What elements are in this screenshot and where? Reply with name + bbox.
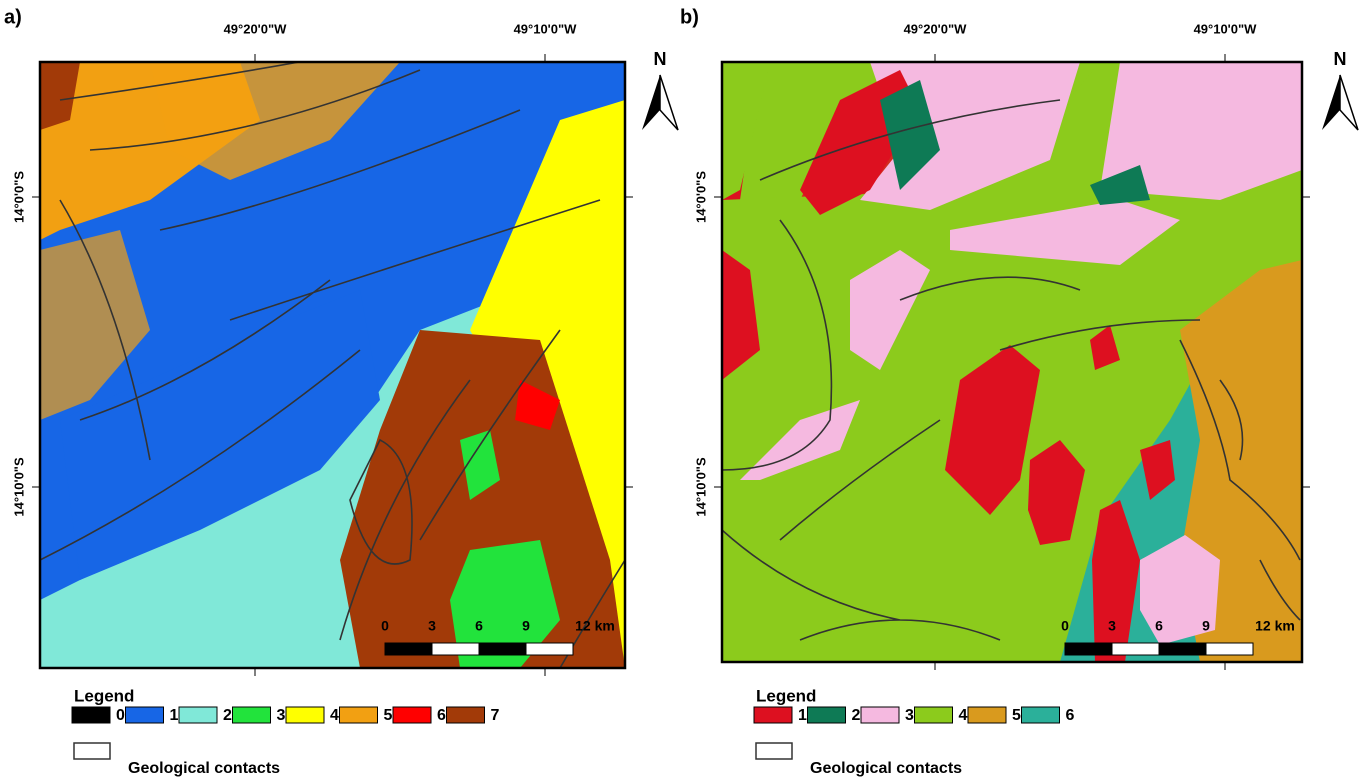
legend-label: 2 bbox=[223, 707, 232, 724]
scale-label: 9 bbox=[522, 618, 530, 634]
legend-title: Legend bbox=[74, 686, 134, 705]
legend-swatch bbox=[447, 707, 485, 723]
legend-swatch bbox=[286, 707, 324, 723]
map-a bbox=[40, 60, 625, 668]
north-arrow bbox=[642, 75, 660, 130]
legend-swatch bbox=[754, 707, 792, 723]
north-arrow bbox=[1322, 75, 1340, 130]
latitude-label: 14°0'0"S bbox=[693, 171, 708, 223]
scale-label: 3 bbox=[1108, 618, 1116, 634]
legend-label: 2 bbox=[852, 707, 861, 724]
scale-label: 12 km bbox=[1255, 618, 1295, 634]
scale-label: 6 bbox=[1155, 618, 1163, 634]
latitude-label: 14°0'0"S bbox=[11, 171, 26, 223]
scale-label: 3 bbox=[428, 618, 436, 634]
legend-label: 6 bbox=[1066, 707, 1075, 724]
legend-label: Geological contacts bbox=[128, 760, 280, 777]
legend-label: 5 bbox=[1012, 707, 1021, 724]
map-b bbox=[722, 62, 1302, 662]
legend-swatch bbox=[1022, 707, 1060, 723]
legend-swatch bbox=[861, 707, 899, 723]
legend-swatch bbox=[126, 707, 164, 723]
longitude-label: 49°10'0"W bbox=[1194, 21, 1258, 36]
legend-swatch bbox=[808, 707, 846, 723]
legend-swatch bbox=[74, 743, 110, 759]
legend-swatch bbox=[393, 707, 431, 723]
scale-label: 0 bbox=[1061, 618, 1069, 634]
legend-swatch bbox=[756, 743, 792, 759]
scale-label: 0 bbox=[381, 618, 389, 634]
north-label: N bbox=[1334, 49, 1347, 69]
legend-label: 3 bbox=[905, 707, 914, 724]
legend-label: 1 bbox=[170, 707, 179, 724]
panel-label: b) bbox=[680, 6, 699, 28]
legend-swatch bbox=[340, 707, 378, 723]
legend-label: 3 bbox=[277, 707, 286, 724]
scale-label: 9 bbox=[1202, 618, 1210, 634]
latitude-label: 14°10'0"S bbox=[693, 457, 708, 517]
latitude-label: 14°10'0"S bbox=[11, 457, 26, 517]
figure: a) 49°20'0"W 49°10'0"W 14°0'0"S 14°10'0"S N 0 3… bbox=[0, 0, 1361, 781]
longitude-label: 49°10'0"W bbox=[514, 21, 578, 36]
legend-swatch bbox=[72, 707, 110, 723]
scale-segment bbox=[432, 643, 479, 655]
panel-label: a) bbox=[4, 6, 22, 28]
legend-swatch bbox=[179, 707, 217, 723]
legend-label: 7 bbox=[491, 707, 500, 724]
legend-swatch bbox=[968, 707, 1006, 723]
legend-label: Geological contacts bbox=[810, 760, 962, 777]
legend-label: 4 bbox=[959, 707, 968, 724]
legend-label: 1 bbox=[798, 707, 807, 724]
legend-label: 0 bbox=[116, 707, 125, 724]
legend-label: 5 bbox=[384, 707, 393, 724]
legend-swatch bbox=[233, 707, 271, 723]
legend-label: 6 bbox=[437, 707, 446, 724]
scale-label: 12 km bbox=[575, 618, 615, 634]
scale-segment bbox=[526, 643, 573, 655]
scale-segment bbox=[1206, 643, 1253, 655]
longitude-label: 49°20'0"W bbox=[224, 21, 288, 36]
legend-swatch bbox=[915, 707, 953, 723]
legend-label: 4 bbox=[330, 707, 339, 724]
scale-segment bbox=[385, 643, 432, 655]
north-arrow bbox=[1340, 75, 1358, 130]
scale-label: 6 bbox=[475, 618, 483, 634]
legend-title: Legend bbox=[756, 686, 816, 705]
scale-segment bbox=[1112, 643, 1159, 655]
north-arrow bbox=[660, 75, 678, 130]
north-label: N bbox=[654, 49, 667, 69]
scale-segment bbox=[1065, 643, 1112, 655]
longitude-label: 49°20'0"W bbox=[904, 21, 968, 36]
scale-segment bbox=[479, 643, 526, 655]
scale-segment bbox=[1159, 643, 1206, 655]
